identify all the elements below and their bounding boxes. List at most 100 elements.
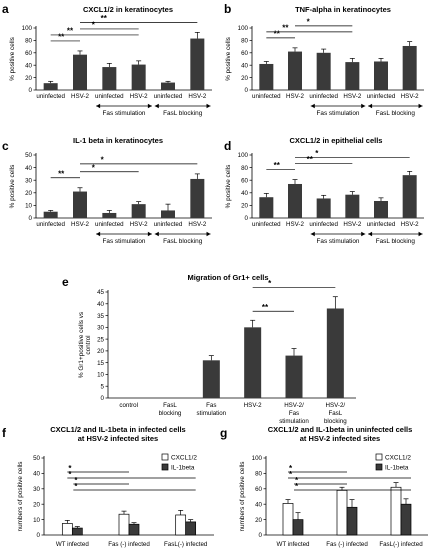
category-label: HSV-2 <box>244 402 262 409</box>
bar <box>288 51 302 90</box>
bar <box>73 54 87 90</box>
chart-title: TNF-alpha in keratinocytes <box>295 5 391 14</box>
panel-c: c IL-1 beta in keratinocytes 0 10 20 30 40 50 % … <box>2 136 212 245</box>
y-tick-label: 0 <box>245 215 249 222</box>
panel-label: b <box>224 2 231 16</box>
bar <box>102 67 117 90</box>
category-label: HSV-2 <box>343 221 361 228</box>
arrowhead-left <box>310 231 315 237</box>
panel-label: g <box>220 426 227 440</box>
bar <box>43 83 58 90</box>
y-axis-label: % positive cells <box>9 165 16 209</box>
y-tick-label: 50 <box>33 455 40 462</box>
y-tick-label: 40 <box>255 501 262 508</box>
category-label: FasL(-) infected <box>379 541 423 548</box>
category-label: HSV-2 <box>71 93 89 100</box>
significance-label: ** <box>101 14 108 23</box>
category-label: FasL(-) infected <box>164 541 208 548</box>
significance-label: ** <box>58 169 65 178</box>
y-axis-label: % positive cells <box>225 165 232 209</box>
category-label: HSV-2/Fas stimulation <box>279 402 309 425</box>
legend-label: IL-1beta <box>385 465 409 472</box>
legend-swatch <box>161 463 169 471</box>
group-label: FasL blocking <box>163 238 203 245</box>
category-label: uninfected <box>154 221 183 228</box>
bar <box>161 82 175 90</box>
y-tick-label: 20 <box>255 517 262 524</box>
legend-label: IL-1beta <box>171 465 195 472</box>
bar-series-2 <box>400 503 412 536</box>
category-label: HSV-2 <box>286 221 304 228</box>
bar <box>326 308 344 398</box>
bar-series-2 <box>185 521 197 536</box>
group-label: Fas stimulation <box>317 238 360 245</box>
category-label: HSV-2 <box>130 93 148 100</box>
panel-f: f CXCL1/2 and IL-1beta in infected cells a… <box>2 425 214 548</box>
arrowhead-left <box>310 103 315 109</box>
category-label: HSV-2 <box>401 93 419 100</box>
panel-label: d <box>224 139 231 153</box>
chart-title: CXCL1/2 and IL-1beta in uninfected cells… <box>268 425 413 443</box>
significance-label: * <box>268 279 272 288</box>
bar <box>190 178 205 218</box>
bar <box>402 175 417 218</box>
bar-series-1 <box>118 513 130 536</box>
group-label: Fas stimulation <box>103 110 146 117</box>
legend-swatch <box>161 453 169 461</box>
y-tick-label: 40 <box>25 165 32 172</box>
category-label: uninfected <box>252 221 281 228</box>
bar-series-1 <box>390 486 402 536</box>
y-tick-label: 15 <box>97 360 104 367</box>
significance-label: * <box>307 17 311 26</box>
y-tick-label: 40 <box>241 190 248 197</box>
bar <box>259 197 274 218</box>
significance-label: * <box>68 470 72 479</box>
y-tick-label: 0 <box>37 532 41 539</box>
y-tick-label: 40 <box>97 301 104 308</box>
panel-g: g CXCL1/2 and IL-1beta in uninfected cell… <box>220 425 428 548</box>
panel-d: d CXCL1/2 in epithelial cells 0 20 40 60 80 100… <box>224 136 424 245</box>
bar <box>102 212 117 218</box>
y-tick-label: 100 <box>22 25 33 32</box>
category-label: uninfected <box>309 221 338 228</box>
category-label: FasL blocking <box>159 402 182 417</box>
y-axis-label: numbers of positive cells <box>17 462 24 532</box>
category-label: HSV-2 <box>188 93 206 100</box>
group-label: FasL blocking <box>376 238 416 245</box>
y-tick-label: 60 <box>255 486 262 493</box>
y-tick-label: 50 <box>25 152 32 159</box>
y-tick-label: 5 <box>101 383 105 390</box>
category-label: uninfected <box>95 221 124 228</box>
bar-series-2 <box>292 519 304 536</box>
y-tick-label: 45 <box>97 289 104 296</box>
bar-series-2 <box>346 506 358 536</box>
y-tick-label: 25 <box>97 336 104 343</box>
y-tick-label: 20 <box>241 203 248 210</box>
y-tick-label: 10 <box>25 203 32 210</box>
panel-label: a <box>2 2 9 16</box>
category-label: uninfected <box>95 93 124 100</box>
panel-label: c <box>2 139 9 153</box>
significance-label: * <box>74 476 78 485</box>
y-tick-label: 60 <box>25 50 32 57</box>
category-label: HSV-2 <box>188 221 206 228</box>
category-label: uninfected <box>252 93 281 100</box>
chart-title: CXCL1/2 and IL-1beta in infected cells at… <box>50 425 185 443</box>
arrowhead-right <box>361 231 366 237</box>
y-axis-label: numbers of positive cells <box>239 462 246 532</box>
legend-swatch <box>375 463 383 471</box>
y-axis-label: % positive cells <box>225 37 232 81</box>
chart-title: CXCL1/2 in keratinocytes <box>83 5 173 14</box>
category-label: HSV-2 <box>286 93 304 100</box>
y-tick-label: 30 <box>97 325 104 332</box>
significance-label: * <box>315 149 319 158</box>
category-label: WT infected <box>56 541 89 548</box>
arrowhead-right <box>206 231 211 237</box>
category-label: uninfected <box>309 93 338 100</box>
arrowhead-left <box>154 103 159 109</box>
bar <box>316 198 331 218</box>
y-tick-label: 0 <box>101 395 105 402</box>
significance-label: ** <box>58 32 65 41</box>
category-label: Fas (-) infected <box>108 541 150 548</box>
